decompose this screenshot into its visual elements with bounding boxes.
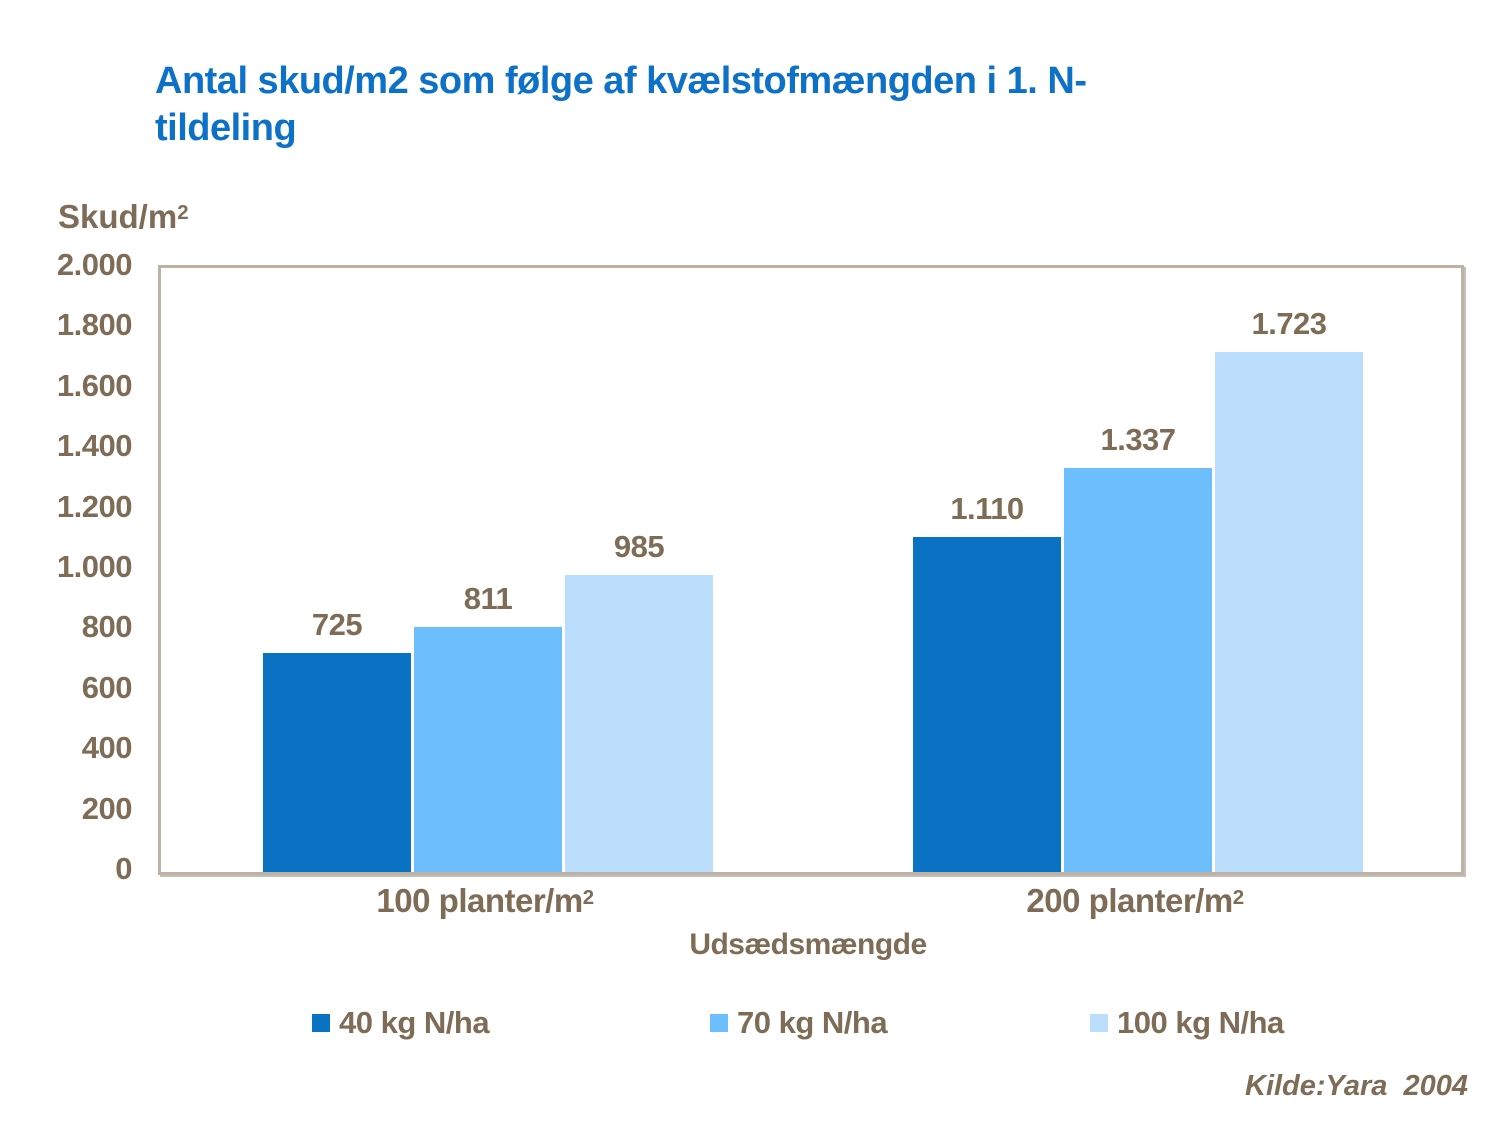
bar <box>414 627 562 872</box>
legend-entry: 40 kg N/ha <box>312 1003 490 1043</box>
bar <box>1064 468 1212 872</box>
y-axis-tick-label: 1.000 <box>56 549 133 584</box>
chart-title-line2: tildeling <box>155 107 297 150</box>
x-category-label-superscript: 2 <box>1232 886 1244 909</box>
y-axis-tick-label: 600 <box>81 669 133 705</box>
legend-swatch-icon <box>1090 1014 1108 1032</box>
legend-entry: 70 kg N/ha <box>710 1003 888 1043</box>
chart-title-line1: Antal skud/m2 som følge af kvælstofmængd… <box>155 60 1087 102</box>
y-axis-tick-label: 1.600 <box>56 367 133 403</box>
x-category-label-text: 200 planter/m <box>1026 882 1233 919</box>
legend: 40 kg N/ha 70 kg N/ha 100 kg N/ha <box>0 1003 1500 1043</box>
y-axis-tick-label: 1.800 <box>56 307 133 343</box>
y-axis-tick-label: 2.000 <box>56 247 133 282</box>
bar <box>263 653 411 872</box>
source-credit: Kilde:Yara 2004 <box>1245 1070 1468 1102</box>
plot-area: 725 1.110 811 1.337 985 1.723 <box>158 265 1464 875</box>
x-category-label: 100 planter/m2 <box>376 882 594 920</box>
y-axis-tick-label: 800 <box>81 609 133 645</box>
legend-swatch-icon <box>312 1014 330 1032</box>
y-axis-tick-label: 200 <box>81 790 133 826</box>
bar <box>1215 352 1363 872</box>
bar-value-label: 1.337 <box>1100 422 1176 457</box>
legend-label: 40 kg N/ha <box>339 1005 490 1040</box>
bar <box>913 537 1061 872</box>
bar-value-label: 1.110 <box>950 491 1024 526</box>
legend-label: 70 kg N/ha <box>737 1005 888 1040</box>
chart-title: Antal skud/m2 som følge af kvælstofmængd… <box>155 58 1275 152</box>
y-axis-tick-label: 400 <box>81 730 133 766</box>
y-axis-tick-label: 1.200 <box>56 488 133 524</box>
x-category-label-superscript: 2 <box>582 886 594 909</box>
legend-swatch-icon <box>710 1014 728 1032</box>
y-axis-title-superscript: 2 <box>177 201 189 224</box>
bar-value-label: 985 <box>613 529 665 564</box>
x-category-label-text: 100 planter/m <box>376 882 583 919</box>
bar-value-label: 1.723 <box>1251 306 1327 341</box>
y-axis-tick-label: 1.400 <box>56 428 133 464</box>
y-axis-tick-labels: 2.000 1.800 1.600 1.400 1.200 1.000 800 600 400 2… <box>18 248 133 886</box>
y-axis-title: Skud/m2 <box>58 198 189 236</box>
bar <box>565 575 713 872</box>
legend-entry: 100 kg N/ha <box>1090 1003 1284 1043</box>
bar-value-label: 811 <box>463 581 513 616</box>
bar-value-label: 725 <box>311 607 363 642</box>
legend-label: 100 kg N/ha <box>1117 1005 1284 1040</box>
y-axis-title-text: Skud/m <box>58 198 178 235</box>
y-axis-tick-label: 0 <box>115 851 132 886</box>
x-axis-title: Udsædsmængde <box>689 928 927 961</box>
x-category-label: 200 planter/m2 <box>1026 882 1244 920</box>
